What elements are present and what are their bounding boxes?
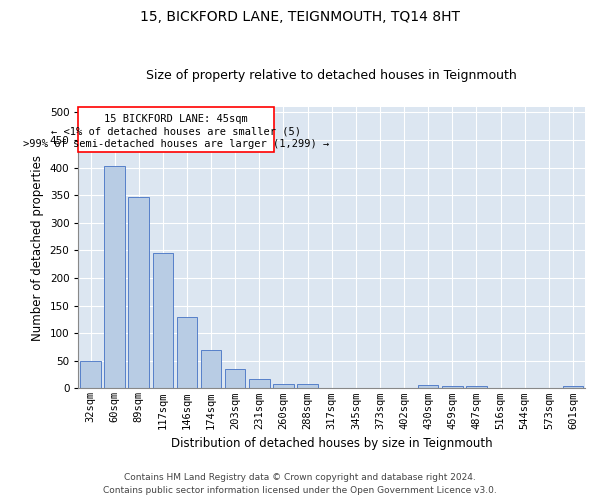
- Bar: [80, 361, 101, 388]
- Text: ← <1% of detached houses are smaller (5): ← <1% of detached houses are smaller (5): [51, 126, 301, 136]
- Bar: [128, 197, 149, 388]
- X-axis label: Distribution of detached houses by size in Teignmouth: Distribution of detached houses by size …: [171, 437, 493, 450]
- Bar: [563, 386, 583, 388]
- Bar: [152, 253, 173, 388]
- Bar: [249, 379, 269, 388]
- Title: Size of property relative to detached houses in Teignmouth: Size of property relative to detached ho…: [146, 69, 517, 82]
- Bar: [418, 385, 439, 388]
- Text: Contains HM Land Registry data © Crown copyright and database right 2024.
Contai: Contains HM Land Registry data © Crown c…: [103, 474, 497, 495]
- Bar: [273, 384, 294, 388]
- Y-axis label: Number of detached properties: Number of detached properties: [31, 154, 44, 340]
- Bar: [79, 107, 274, 152]
- Bar: [177, 316, 197, 388]
- Bar: [466, 386, 487, 388]
- Bar: [298, 384, 318, 388]
- Text: 15 BICKFORD LANE: 45sqm: 15 BICKFORD LANE: 45sqm: [104, 114, 248, 124]
- Bar: [225, 368, 245, 388]
- Bar: [442, 386, 463, 388]
- Text: >99% of semi-detached houses are larger (1,299) →: >99% of semi-detached houses are larger …: [23, 139, 329, 149]
- Text: 15, BICKFORD LANE, TEIGNMOUTH, TQ14 8HT: 15, BICKFORD LANE, TEIGNMOUTH, TQ14 8HT: [140, 10, 460, 24]
- Bar: [201, 350, 221, 389]
- Bar: [104, 166, 125, 388]
